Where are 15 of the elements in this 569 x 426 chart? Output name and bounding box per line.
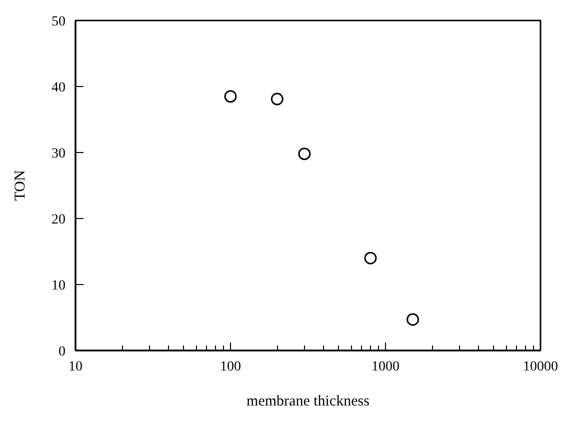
y-axis-title: TON — [12, 170, 28, 201]
x-tick-label: 10000 — [523, 360, 558, 374]
x-tick-label: 10 — [68, 360, 82, 374]
point — [406, 313, 420, 326]
y-tick-label: 40 — [52, 80, 66, 96]
y-tick-label: 20 — [52, 212, 66, 228]
point — [224, 90, 237, 103]
x-tick-label: 1000 — [372, 360, 400, 374]
y-tick-label: 50 — [52, 14, 66, 30]
x-tick-label: 100 — [220, 360, 241, 374]
y-tick-label: 30 — [52, 146, 66, 162]
y-tick-label: 0 — [58, 344, 66, 360]
y-tick-label: 10 — [52, 278, 66, 294]
point — [270, 92, 284, 106]
x-axis-title: membrane thickness — [246, 394, 370, 410]
